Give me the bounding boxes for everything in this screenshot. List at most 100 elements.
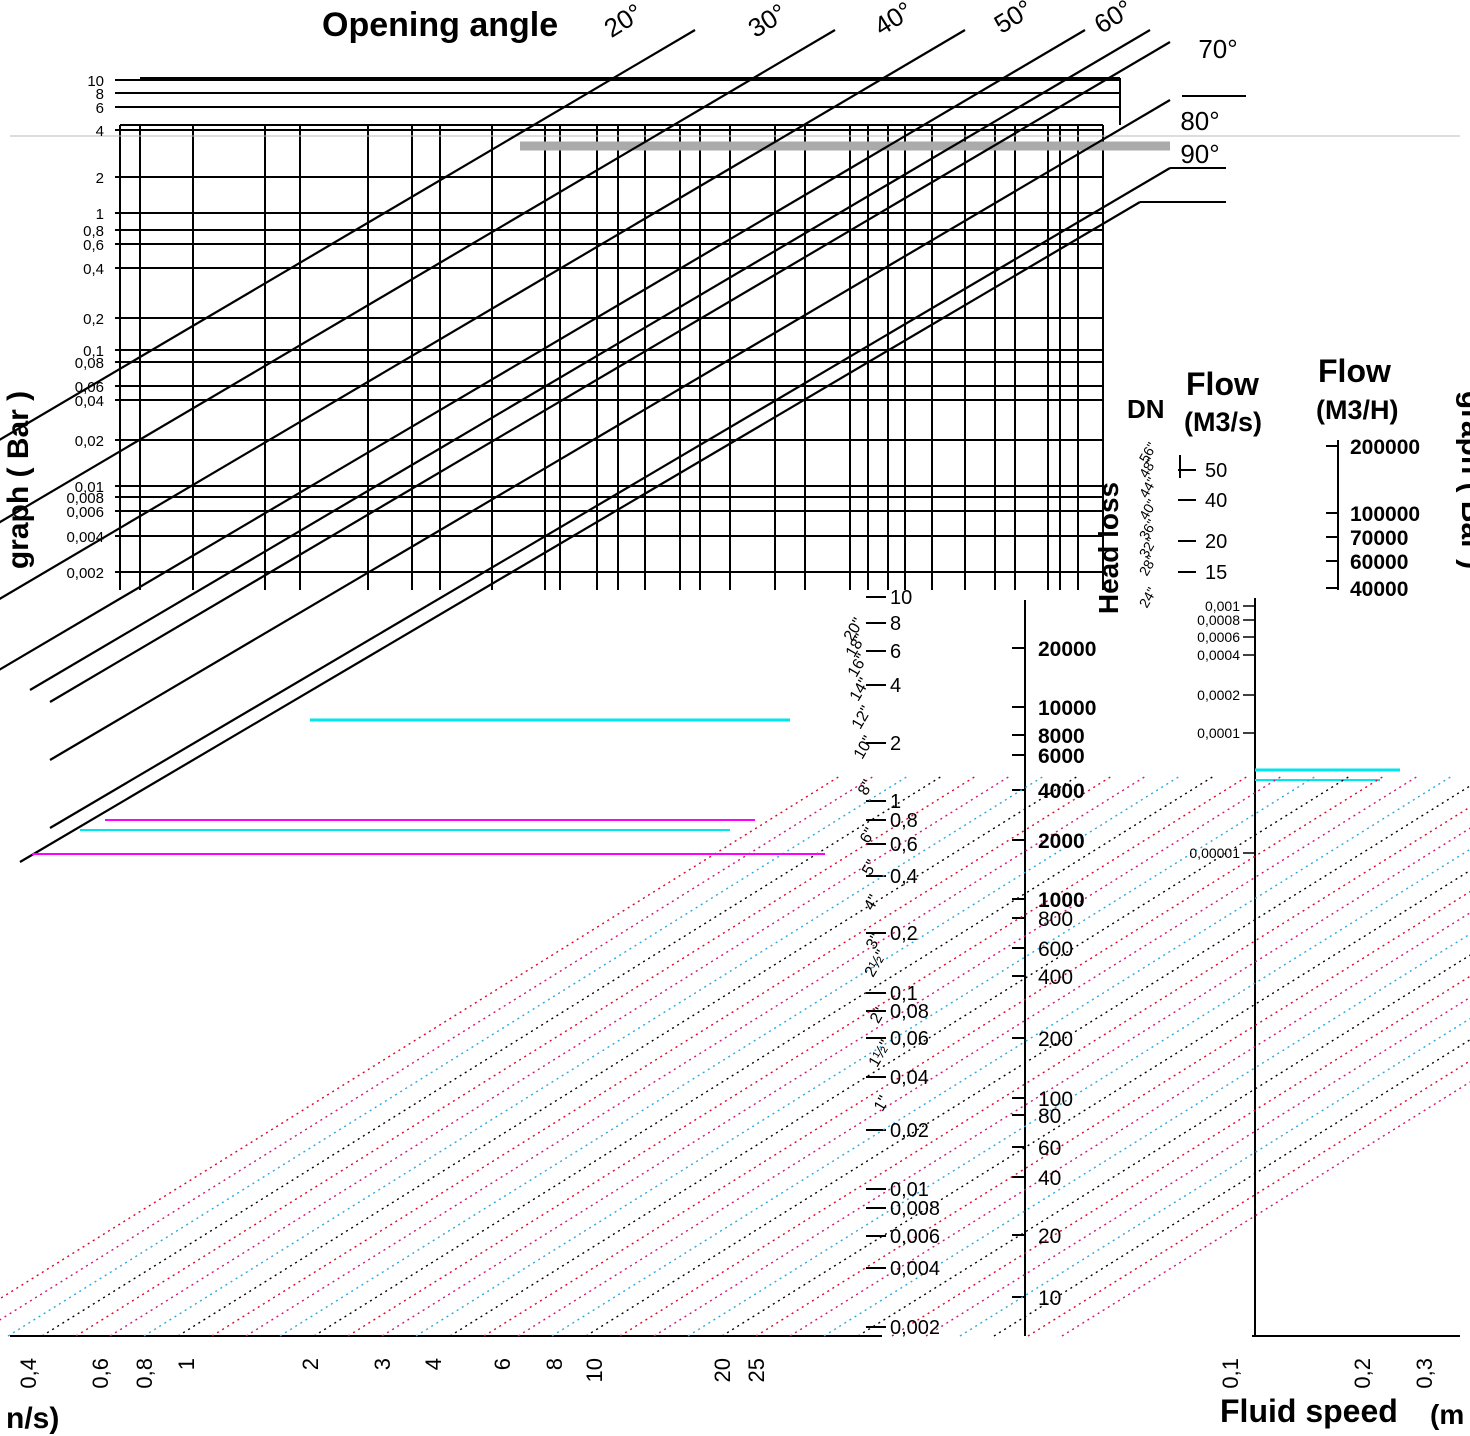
left-x-tick: 10 — [582, 1358, 607, 1382]
speed-diagonal — [313, 775, 1215, 1337]
flow-m3h-tick: 10 — [1038, 1287, 1061, 1310]
dn-size-label: 12" — [849, 703, 875, 732]
top-y-tick: 0,04 — [75, 393, 104, 410]
left-x-tick: 20 — [710, 1358, 735, 1382]
top-y-tick: 8 — [96, 86, 104, 103]
flow-m3s-tick: 0,02 — [890, 1120, 929, 1142]
flow-m3s-tick: 0,008 — [890, 1198, 940, 1220]
flow-m3s-tick: 0,4 — [890, 866, 918, 888]
flow-m3s-tick: 10 — [890, 587, 912, 609]
flow-m3h-tick: 60 — [1038, 1137, 1061, 1160]
left-x-tick: 0,6 — [88, 1358, 113, 1389]
top-y-tick: 0,8 — [83, 223, 104, 240]
top-y-tick: 2 — [96, 170, 104, 187]
speed-diagonal — [7, 775, 909, 1337]
speed-diagonal — [0, 775, 875, 1321]
flow-m3h-tick: 400 — [1038, 966, 1073, 989]
flow-m3h-tick: 4000 — [1038, 780, 1085, 803]
speed-diagonal — [823, 933, 1470, 1337]
dn-size-label: 2½" — [862, 947, 891, 980]
left-x-tick: 0,4 — [16, 1358, 41, 1389]
labels: Opening angle Head loss DN Flow (M3/s) F… — [2, 6, 1470, 1435]
angle-diagonal — [49, 99, 1171, 761]
speed-diagonal — [143, 775, 1045, 1337]
speed-diagonal — [585, 785, 1470, 1337]
speed-diagonal — [721, 869, 1470, 1337]
top-y-tick: 0,6 — [83, 237, 104, 254]
flow-m3s-tick: 6 — [890, 641, 901, 663]
speed-diagonal — [925, 996, 1470, 1337]
speed-diagonal — [75, 775, 977, 1337]
dn-size-label: 2" — [867, 1005, 889, 1026]
flow-m3h-tick: 100000 — [1350, 503, 1420, 526]
flow-m3s-tick: 20 — [1205, 531, 1227, 553]
opening-angle-label: 30° — [743, 0, 792, 44]
right-x-tick: 0,1 — [1218, 1358, 1243, 1389]
top-y-tick: 0,2 — [83, 311, 104, 328]
head-loss-tick: 0,0002 — [1197, 687, 1240, 703]
chart-title: Opening angle — [322, 6, 558, 44]
head-loss-tick: 0,00001 — [1189, 845, 1240, 861]
left-x-tick: 6 — [490, 1358, 515, 1370]
head-loss-label: Head loss — [1093, 482, 1124, 614]
speed-diagonal — [415, 775, 1317, 1337]
head-loss-tick: 0,001 — [1205, 598, 1240, 614]
top-y-tick: 0,1 — [83, 343, 104, 360]
flow-m3h-tick: 40 — [1038, 1167, 1061, 1190]
speed-diagonal — [687, 848, 1470, 1337]
head-loss-tick: 0,0004 — [1197, 647, 1240, 663]
angle-diagonal — [0, 29, 966, 600]
speed-diagonal — [789, 912, 1470, 1337]
flow-m3h-tick: 200000 — [1350, 436, 1420, 459]
speed-diagonal — [891, 975, 1470, 1337]
speed-diagonal — [177, 775, 1079, 1337]
flow-m3h-tick: 600 — [1038, 938, 1073, 961]
dn-size-label: 1" — [871, 1093, 893, 1114]
speed-diagonal — [857, 954, 1470, 1337]
speed-diagonal — [109, 775, 1011, 1337]
flow-m3s-tick: 0,006 — [890, 1226, 940, 1248]
flow-m3h-tick: 200 — [1038, 1028, 1073, 1051]
dn-size-label: 14" — [847, 675, 873, 704]
opening-angle-label: 50° — [989, 0, 1038, 40]
flow-m3s-tick: 1 — [890, 791, 901, 813]
flow-m3s-tick: 4 — [890, 675, 901, 697]
flow-m3s-tick: 0,002 — [890, 1317, 940, 1339]
flow-m3s-tick: 0,1 — [890, 983, 918, 1005]
right-x-tick: 0,3 — [1412, 1358, 1437, 1389]
flow-m3s-tick: 0,08 — [890, 1001, 929, 1023]
dn-size-label: 24" — [1136, 585, 1160, 611]
flow-m3h-tick: 80 — [1038, 1105, 1061, 1128]
flow-m3s-tick: 0,6 — [890, 834, 918, 856]
right-x-tick: 0,2 — [1350, 1358, 1375, 1389]
speed-diagonal — [755, 890, 1470, 1337]
speed-diagonal — [653, 827, 1470, 1337]
flow-m3h-tick: 800 — [1038, 908, 1073, 931]
flow-m3s-unit: (M3/s) — [1184, 407, 1262, 437]
flow-m3h-tick: 60000 — [1350, 551, 1408, 574]
flow-m3h-tick: 10000 — [1038, 697, 1096, 720]
flow-m3s-tick: 40 — [1205, 490, 1227, 512]
flow-m3s-title: Flow — [1186, 366, 1259, 402]
speed-diagonal — [551, 775, 1453, 1337]
opening-angle-label: 70° — [1198, 34, 1237, 64]
top-y-tick: 0,004 — [66, 529, 104, 546]
speed-diagonal — [245, 775, 1147, 1337]
flow-m3s-tick: 0,04 — [890, 1067, 929, 1089]
flow-m3h-tick: 1000 — [1038, 889, 1085, 912]
speed-diagonal — [0, 775, 841, 1300]
top-y-tick: 6 — [96, 100, 104, 117]
speed-diagonal — [517, 775, 1419, 1337]
top-y-tick: 0,06 — [75, 379, 104, 396]
top-y-tick: 10 — [87, 73, 104, 90]
speed-diagonal — [483, 775, 1385, 1337]
angle-diagonal — [29, 29, 1151, 691]
angle-diagonal — [49, 41, 1171, 703]
top-y-tick: 0,08 — [75, 355, 104, 372]
head-loss-tick: 0,0008 — [1197, 612, 1240, 628]
flow-m3s-tick: 0,06 — [890, 1028, 929, 1050]
top-y-tick: 0,02 — [75, 433, 104, 450]
flow-m3h-tick: 8000 — [1038, 725, 1085, 748]
flow-m3h-tick: 70000 — [1350, 527, 1408, 550]
speed-diagonal — [619, 806, 1470, 1337]
